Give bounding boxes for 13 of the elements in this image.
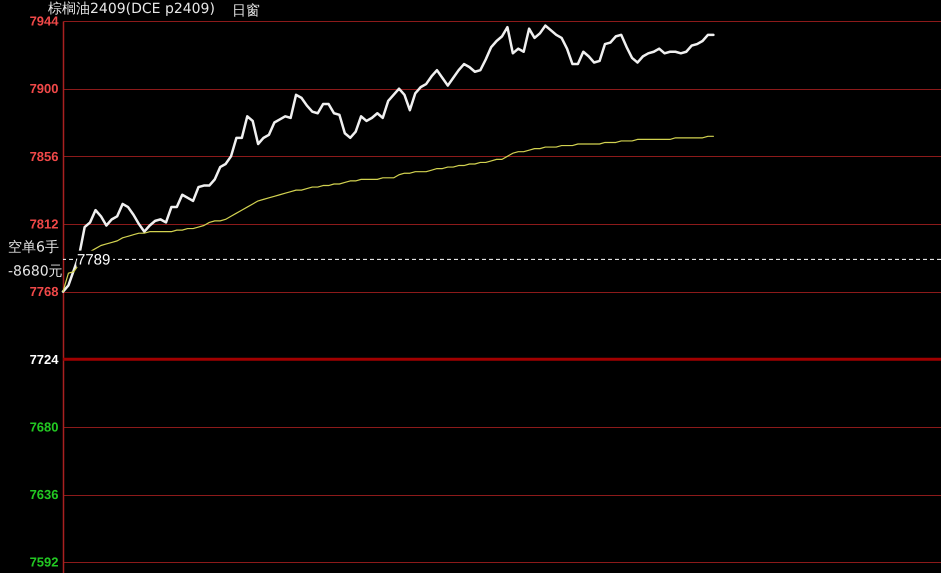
y-tick-label: 7856 [30,148,58,164]
y-tick-label: 7812 [30,216,58,232]
y-tick-label: 7768 [30,284,58,300]
line-series [62,24,715,293]
y-tick-label: 7724 [30,352,60,367]
y-tick-label: 7592 [30,554,58,570]
text: 日窗 [232,3,260,19]
y-tick-label: 7680 [30,419,58,434]
text: 空单6手 [8,239,59,256]
line-series [62,136,714,292]
text: -8680元 [8,263,63,280]
y-tick-label: 7900 [30,81,58,96]
y-tick-label: 7636 [30,487,58,502]
